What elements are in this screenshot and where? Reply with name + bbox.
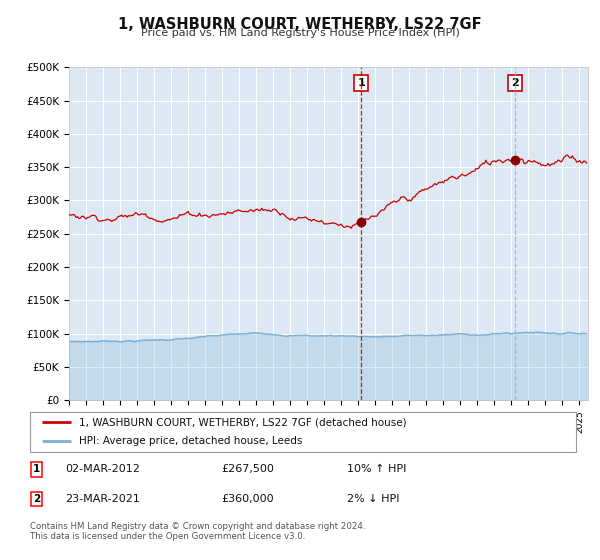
Text: £267,500: £267,500	[221, 464, 274, 474]
Text: 1, WASHBURN COURT, WETHERBY, LS22 7GF: 1, WASHBURN COURT, WETHERBY, LS22 7GF	[118, 17, 482, 32]
Text: Contains HM Land Registry data © Crown copyright and database right 2024.
This d: Contains HM Land Registry data © Crown c…	[30, 522, 365, 542]
Text: HPI: Average price, detached house, Leeds: HPI: Average price, detached house, Leed…	[79, 436, 302, 446]
FancyBboxPatch shape	[30, 412, 576, 452]
Text: 2% ↓ HPI: 2% ↓ HPI	[347, 494, 399, 504]
Text: 10% ↑ HPI: 10% ↑ HPI	[347, 464, 406, 474]
Text: 23-MAR-2021: 23-MAR-2021	[65, 494, 140, 504]
Text: 1: 1	[33, 464, 40, 474]
Text: 2: 2	[511, 78, 519, 88]
Text: £360,000: £360,000	[221, 494, 274, 504]
Text: 1: 1	[357, 78, 365, 88]
Text: 1, WASHBURN COURT, WETHERBY, LS22 7GF (detached house): 1, WASHBURN COURT, WETHERBY, LS22 7GF (d…	[79, 417, 407, 427]
Text: 02-MAR-2012: 02-MAR-2012	[65, 464, 140, 474]
Text: Price paid vs. HM Land Registry's House Price Index (HPI): Price paid vs. HM Land Registry's House …	[140, 28, 460, 38]
Text: 2: 2	[33, 494, 40, 504]
